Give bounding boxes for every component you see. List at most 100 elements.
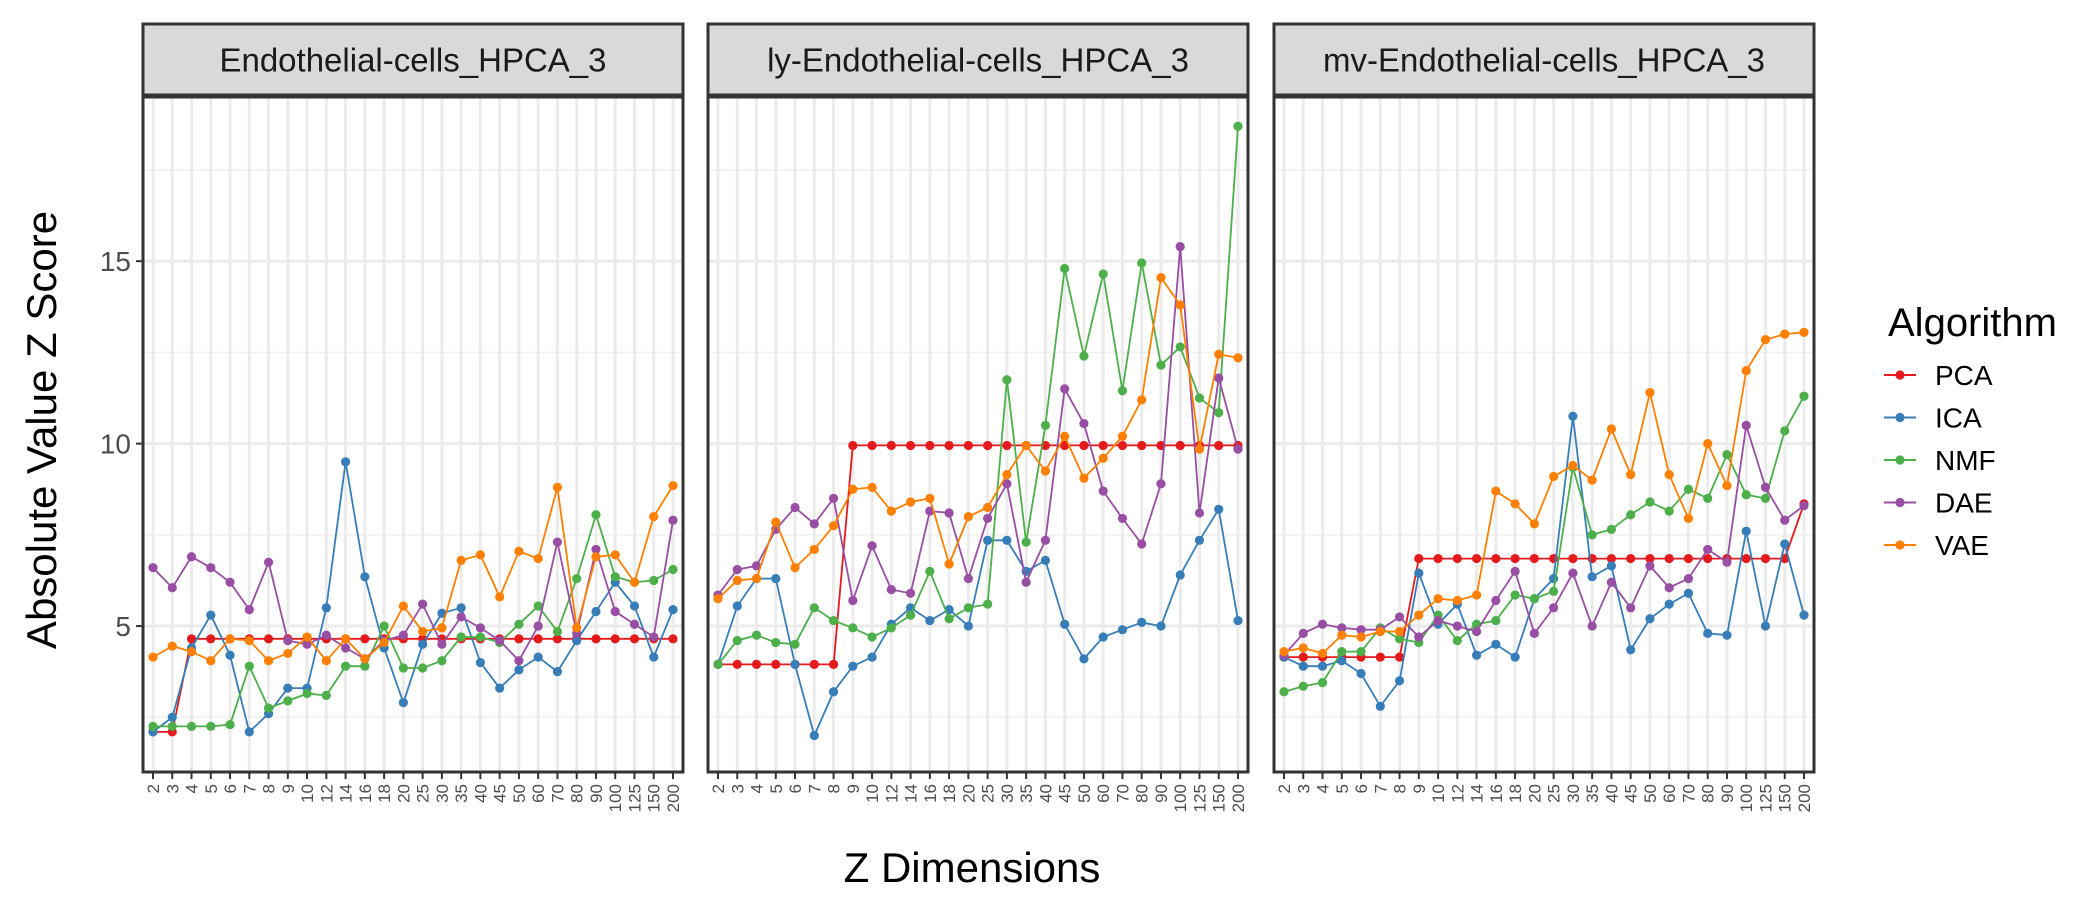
data-point <box>1549 471 1559 482</box>
data-point <box>1626 603 1636 613</box>
data-point <box>732 575 742 586</box>
data-point <box>1098 453 1108 463</box>
data-point <box>1529 594 1539 604</box>
data-point <box>1568 460 1578 471</box>
legend-label: ICA <box>1935 403 1982 434</box>
data-point <box>1760 482 1771 493</box>
data-point <box>186 634 197 644</box>
data-point <box>1098 440 1108 451</box>
data-point <box>1060 431 1070 441</box>
x-tick-label: 8 <box>1391 784 1410 793</box>
data-point <box>456 632 466 642</box>
data-point <box>1394 676 1405 686</box>
plot-background <box>708 97 1248 772</box>
series-line-vae <box>1283 331 1805 655</box>
data-point <box>302 688 312 699</box>
data-point <box>1722 630 1732 640</box>
data-point <box>1079 473 1089 483</box>
x-tick-label: 25 <box>979 784 998 803</box>
data-point <box>514 665 524 675</box>
data-point <box>1194 393 1205 403</box>
data-point <box>591 510 601 520</box>
data-point <box>1760 335 1771 345</box>
x-tick-label: 35 <box>1017 784 1036 803</box>
data-point <box>263 557 274 567</box>
data-point <box>1137 258 1147 268</box>
data-point <box>321 656 331 666</box>
data-point <box>1079 440 1089 451</box>
plot-background <box>143 97 683 772</box>
data-point <box>1414 610 1424 620</box>
data-point <box>1214 440 1224 451</box>
data-point <box>1510 652 1520 662</box>
data-point <box>418 663 428 673</box>
data-point <box>1098 632 1108 642</box>
data-point <box>1780 426 1790 436</box>
data-point <box>1137 395 1147 405</box>
data-point <box>1703 544 1713 555</box>
data-point <box>963 440 973 451</box>
data-point <box>1002 479 1012 489</box>
data-point <box>828 521 839 531</box>
data-point <box>475 632 486 642</box>
data-point <box>790 639 800 649</box>
data-point <box>1002 375 1012 385</box>
series-vae <box>148 480 678 666</box>
data-point <box>379 637 389 648</box>
series-vae <box>713 273 1243 604</box>
x-tick-label: 10 <box>298 784 317 803</box>
x-tick-label: 8 <box>825 784 844 793</box>
data-point <box>1194 508 1205 518</box>
data-point <box>1780 515 1790 525</box>
data-point <box>1645 497 1655 507</box>
data-point <box>1760 621 1771 631</box>
data-point <box>1060 384 1070 394</box>
data-point <box>790 502 800 513</box>
x-tick-label: 150 <box>645 784 664 812</box>
data-point <box>1279 687 1289 697</box>
data-point <box>148 563 158 573</box>
data-point <box>886 440 896 451</box>
data-point <box>649 632 659 642</box>
data-point <box>533 621 543 631</box>
data-point <box>1491 595 1501 606</box>
data-point <box>1471 650 1482 660</box>
data-point <box>1414 553 1424 564</box>
data-point <box>944 559 954 569</box>
data-point <box>321 630 331 640</box>
x-tick-label: 70 <box>1113 784 1132 803</box>
data-point <box>398 663 408 673</box>
data-point <box>1375 701 1385 711</box>
panel-strip <box>1272 22 1816 97</box>
x-tick-label: 3 <box>163 784 182 793</box>
data-point <box>1683 484 1694 494</box>
legend: Algorithm PCA ICA NMF DAE VAE <box>1884 301 2057 561</box>
data-point <box>1799 391 1809 401</box>
data-point <box>963 603 973 613</box>
data-point <box>418 639 428 649</box>
x-tick-label: 4 <box>183 784 202 793</box>
data-point <box>848 484 858 494</box>
x-tick-label: 6 <box>1352 784 1371 793</box>
data-point <box>1233 121 1243 131</box>
data-point <box>1606 577 1617 587</box>
x-tick-label: 10 <box>863 784 882 803</box>
data-point <box>1683 553 1694 564</box>
data-point <box>925 493 935 503</box>
data-point <box>244 636 254 646</box>
data-point <box>1214 349 1224 359</box>
data-point <box>1317 678 1328 688</box>
data-point <box>1587 621 1597 631</box>
legend-key-point <box>1895 370 1905 380</box>
data-point <box>1337 656 1347 666</box>
panel-border <box>706 95 1250 774</box>
data-point <box>1194 444 1205 454</box>
data-point <box>713 659 723 669</box>
data-point <box>1626 645 1636 655</box>
data-point <box>1156 479 1166 489</box>
x-tick-label: 35 <box>1583 784 1602 803</box>
data-point <box>283 636 293 646</box>
data-point <box>1683 513 1694 524</box>
data-point <box>771 517 781 527</box>
